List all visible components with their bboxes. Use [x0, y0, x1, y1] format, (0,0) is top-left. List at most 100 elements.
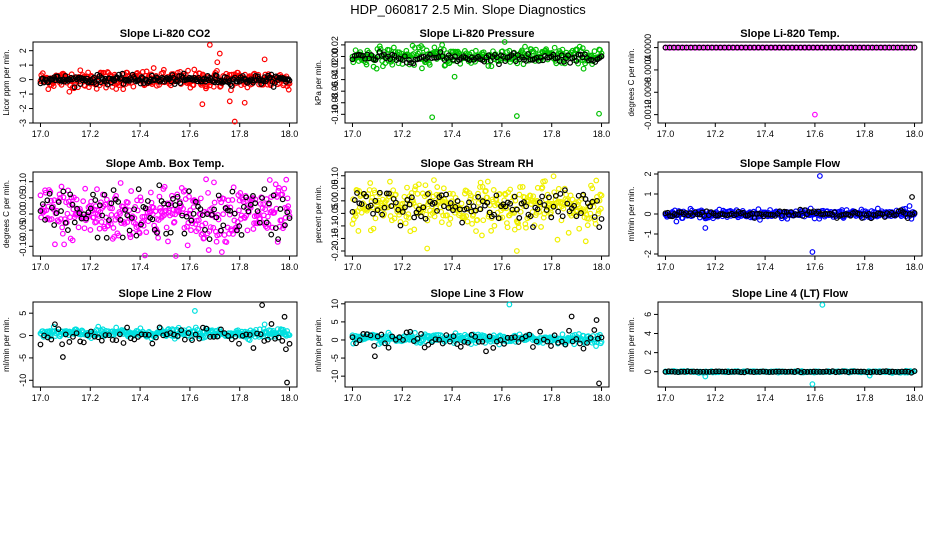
data-point — [163, 230, 170, 237]
data-point — [397, 219, 404, 225]
data-point — [598, 50, 605, 57]
y-tick-label: -0.0004 — [643, 55, 653, 86]
y-tick-label: 5 — [330, 319, 340, 324]
data-point — [700, 368, 707, 375]
data-point — [219, 79, 226, 86]
data-point — [687, 368, 694, 375]
data-point — [153, 334, 159, 341]
data-point — [189, 337, 195, 344]
data-point — [555, 339, 562, 346]
data-point — [42, 187, 48, 194]
data-point — [390, 187, 397, 194]
data-point — [363, 61, 370, 68]
data-point — [592, 220, 599, 227]
data-point — [533, 338, 540, 345]
data-point — [470, 203, 477, 210]
data-point — [157, 205, 163, 211]
data-point — [522, 43, 528, 50]
data-point — [168, 192, 175, 199]
data-point — [281, 185, 288, 192]
x-tick-label: 18.0 — [281, 129, 299, 139]
data-point — [891, 212, 897, 218]
data-point — [467, 196, 474, 203]
y-tick-label: 2 — [643, 350, 653, 355]
data-point — [851, 368, 858, 375]
data-point — [418, 213, 424, 220]
data-point — [94, 186, 100, 193]
data-point — [150, 77, 156, 84]
data-point — [206, 236, 213, 243]
data-point — [382, 198, 389, 205]
data-point — [391, 52, 398, 59]
x-tick-label: 17.4 — [131, 129, 149, 139]
y-tick-label: 4 — [643, 331, 653, 336]
x-tick-label: 18.0 — [906, 129, 924, 139]
series-black — [662, 368, 918, 376]
data-point — [269, 224, 276, 231]
y-tick-label: -5 — [18, 354, 28, 362]
data-point — [275, 236, 282, 243]
data-point — [411, 226, 418, 233]
data-point — [591, 198, 598, 205]
data-point — [127, 234, 134, 241]
plot-frame — [657, 301, 923, 388]
data-point — [426, 61, 433, 68]
data-point — [371, 342, 378, 349]
data-point — [431, 213, 438, 220]
data-point — [180, 70, 187, 77]
data-point — [218, 326, 224, 333]
data-point — [266, 200, 272, 207]
data-point — [174, 333, 181, 339]
data-point — [275, 187, 282, 194]
data-point — [37, 192, 44, 199]
data-point — [411, 214, 418, 221]
data-point — [883, 368, 890, 375]
data-point — [514, 206, 520, 213]
data-point — [119, 70, 126, 77]
data-point — [117, 211, 123, 217]
data-point — [728, 368, 735, 375]
data-point — [139, 69, 146, 75]
data-point — [218, 227, 224, 234]
data-point — [794, 368, 801, 374]
chart-panel-3: Slope Li-820 Temp. 17.0 17.2 17.4 17.6 17.8 18… — [627, 28, 923, 139]
data-point — [52, 241, 58, 248]
data-point — [199, 101, 206, 108]
data-point — [904, 215, 911, 222]
y-tick-label: 0 — [18, 333, 28, 338]
data-point — [236, 340, 242, 347]
data-point — [231, 118, 238, 125]
data-point — [421, 344, 428, 351]
data-point — [126, 227, 133, 234]
data-point — [160, 332, 167, 339]
data-point — [207, 224, 214, 231]
data-point — [369, 194, 376, 201]
data-point — [586, 215, 592, 222]
data-point — [190, 204, 197, 210]
data-point — [73, 330, 80, 337]
x-tick-label: 18.0 — [906, 262, 924, 272]
data-point — [195, 225, 202, 232]
data-point — [227, 207, 234, 214]
data-point — [197, 206, 204, 213]
data-point — [138, 221, 144, 228]
data-point — [450, 333, 457, 340]
data-point — [477, 206, 484, 213]
data-point — [575, 198, 582, 205]
series-black — [662, 44, 918, 51]
data-point — [595, 210, 602, 217]
data-point — [709, 368, 716, 375]
data-point — [596, 224, 603, 231]
data-point — [228, 82, 235, 89]
chart-panel-7: Slope Line 2 Flow 17.0 17.2 17.4 17.6 17.8 18.… — [2, 288, 298, 403]
data-point — [178, 327, 185, 334]
data-point — [406, 201, 413, 208]
data-point — [277, 206, 284, 212]
x-tick-label: 17.6 — [181, 262, 199, 272]
data-point — [278, 217, 285, 224]
data-point — [523, 203, 530, 210]
data-point — [99, 212, 106, 219]
y-tick-label: 0.02 — [330, 36, 340, 54]
data-point — [211, 206, 218, 213]
data-point — [93, 219, 100, 225]
